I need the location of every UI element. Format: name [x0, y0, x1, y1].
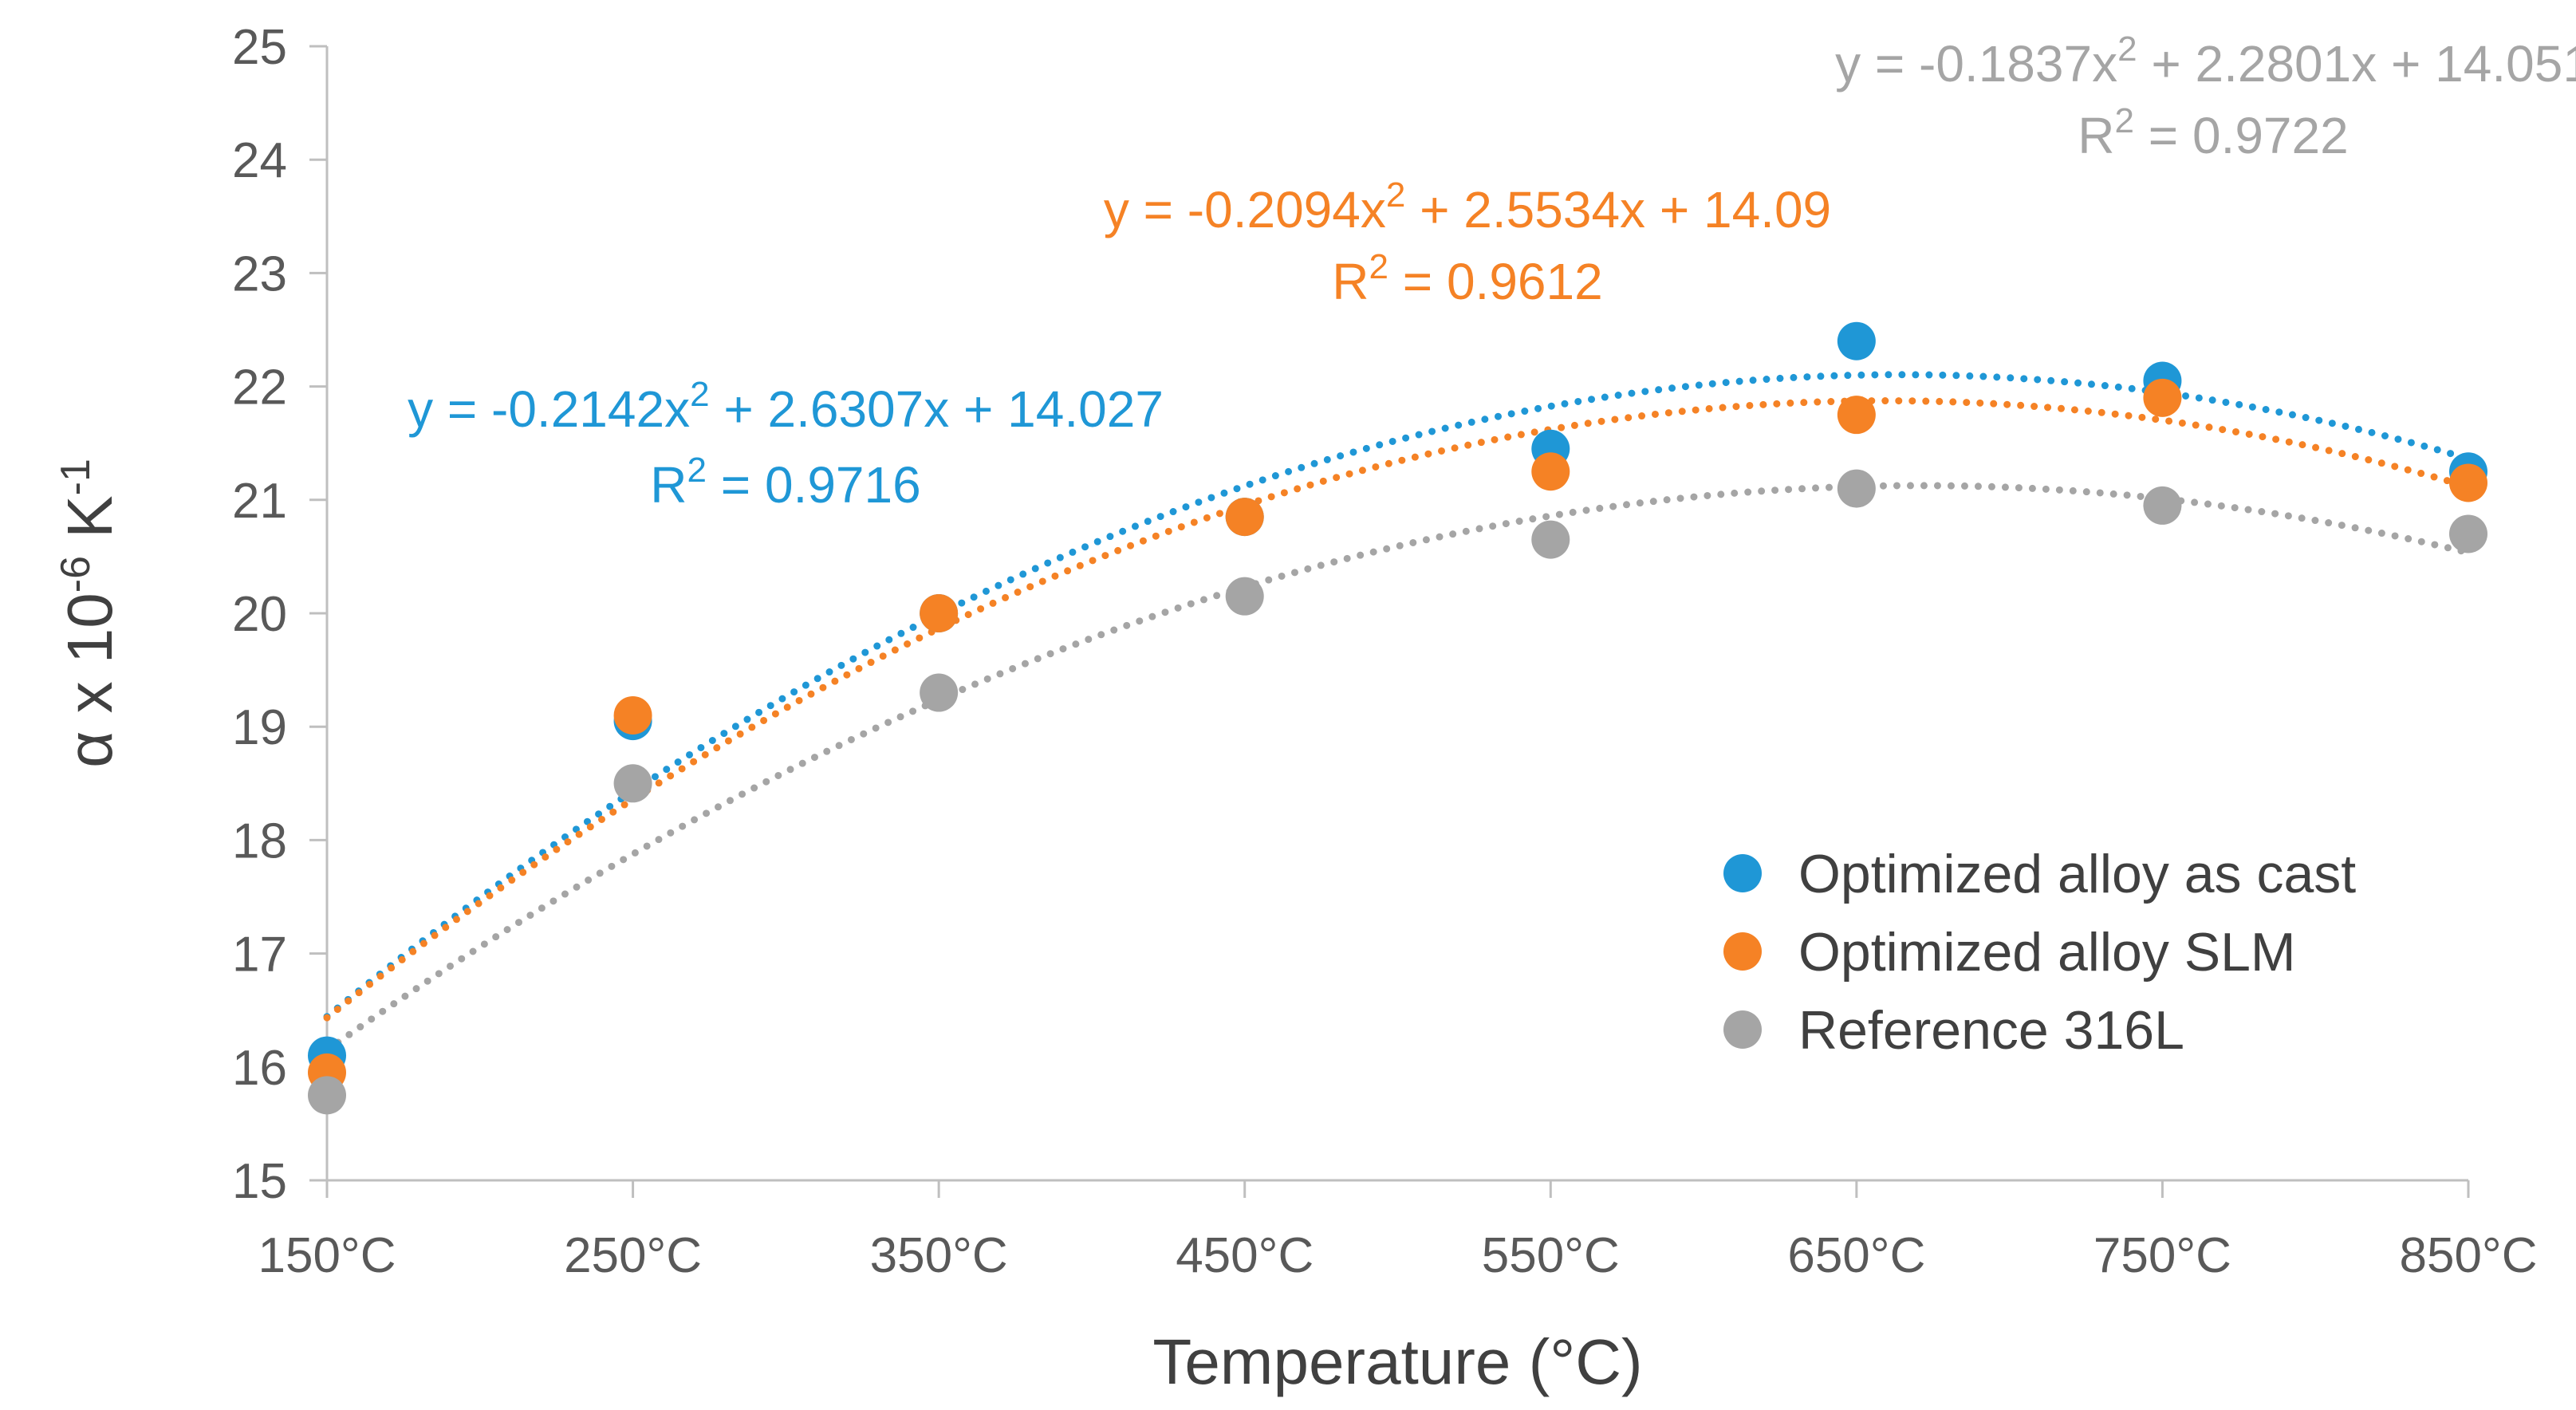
equation-superscript: 2: [1386, 175, 1405, 215]
r-squared-superscript: 2: [2115, 101, 2134, 140]
data-points: [308, 321, 2487, 1115]
y-tick-label: 17: [232, 928, 287, 983]
x-tick-label: 250°C: [564, 1228, 702, 1283]
data-point: [920, 594, 959, 632]
equation-superscript: 2: [690, 375, 709, 414]
equation-text: y = -0.1837x: [1835, 35, 2117, 93]
r-squared-superscript: 2: [1369, 247, 1388, 286]
y-tick-label: 21: [232, 474, 287, 529]
trendline-r-squared: R2 = 0.9612: [1332, 247, 1602, 310]
r-squared-label: R: [1332, 253, 1369, 310]
y-axis-title-exponent: -1: [53, 459, 99, 495]
y-axis-title-base: α x 10: [54, 593, 125, 768]
data-point: [2449, 514, 2487, 553]
y-tick-label: 16: [232, 1041, 287, 1096]
y-tick-label: 18: [232, 813, 287, 868]
y-axis-title-exponent: -6: [53, 556, 99, 593]
x-tick-label: 550°C: [1482, 1228, 1620, 1283]
x-tick-label: 750°C: [2093, 1228, 2231, 1283]
r-squared-value: = 0.9612: [1388, 253, 1603, 310]
equation-text: + 2.5534x + 14.09: [1405, 181, 1831, 238]
data-point: [1837, 469, 1876, 508]
r-squared-label: R: [650, 456, 687, 514]
data-point: [1837, 396, 1876, 435]
equation-text: + 2.2801x + 14.051: [2137, 35, 2576, 93]
trendline-optimized-alloy-as-cast: [323, 371, 2472, 1021]
data-point: [920, 673, 959, 712]
x-tick-label: 650°C: [1787, 1228, 1925, 1283]
equation-superscript: 2: [2117, 30, 2137, 69]
y-axis-title: α x 10-6 K-1: [53, 459, 125, 768]
trendline-equation: y = -0.2142x2 + 2.6307x + 14.027: [408, 375, 1164, 438]
y-tick-label: 22: [232, 360, 287, 416]
trendline-optimized-alloy-slm: [323, 396, 2472, 1022]
r-squared-value: = 0.9716: [707, 456, 921, 514]
data-point: [613, 695, 652, 735]
legend-label: Reference 316L: [1798, 1000, 2184, 1061]
data-point: [1837, 321, 1876, 360]
trendline-reference-316l: [323, 482, 2472, 1054]
data-point: [2143, 378, 2182, 417]
y-tick-label: 15: [232, 1154, 287, 1209]
legend-marker: [1723, 854, 1762, 892]
data-point: [2449, 463, 2487, 502]
y-tick-label: 24: [232, 133, 287, 188]
y-tick-label: 19: [232, 700, 287, 755]
x-tick-label: 350°C: [870, 1228, 1008, 1283]
y-tick-label: 25: [232, 20, 287, 75]
data-point: [613, 764, 652, 803]
data-point: [1225, 577, 1264, 616]
trendline-equation: y = -0.1837x2 + 2.2801x + 14.051: [1835, 30, 2576, 93]
trendline-r-squared: R2 = 0.9716: [650, 451, 920, 514]
r-squared-label: R: [2078, 107, 2114, 164]
legend-marker: [1723, 932, 1762, 971]
equation-text: y = -0.2142x: [408, 380, 690, 438]
y-axis-title-unit: K: [54, 495, 125, 556]
r-squared-value: = 0.9722: [2134, 107, 2349, 164]
y-tick-label: 23: [232, 246, 287, 301]
y-tick-label: 20: [232, 587, 287, 642]
x-tick-label: 150°C: [258, 1228, 396, 1283]
legend-marker: [1723, 1010, 1762, 1049]
trendline-equation: y = -0.2094x2 + 2.5534x + 14.09: [1104, 175, 1831, 238]
data-point: [1531, 452, 1570, 491]
equation-text: y = -0.2094x: [1104, 181, 1386, 238]
x-axis-title: Temperature (°C): [1152, 1326, 1642, 1397]
x-tick-label: 850°C: [2399, 1228, 2537, 1283]
legend-label: Optimized alloy SLM: [1798, 922, 2296, 983]
legend-label: Optimized alloy as cast: [1798, 844, 2356, 904]
data-point: [2143, 486, 2182, 525]
data-point: [308, 1076, 346, 1115]
x-tick-label: 450°C: [1176, 1228, 1314, 1283]
legend: Optimized alloy as cast Optimized alloy S…: [1723, 844, 2356, 1061]
data-point: [1531, 520, 1570, 559]
r-squared-superscript: 2: [687, 451, 707, 490]
trendline-r-squared: R2 = 0.9722: [2078, 101, 2348, 164]
equation-text: + 2.6307x + 14.027: [710, 380, 1164, 438]
trendlines: [323, 371, 2472, 1054]
data-point: [1225, 498, 1264, 537]
